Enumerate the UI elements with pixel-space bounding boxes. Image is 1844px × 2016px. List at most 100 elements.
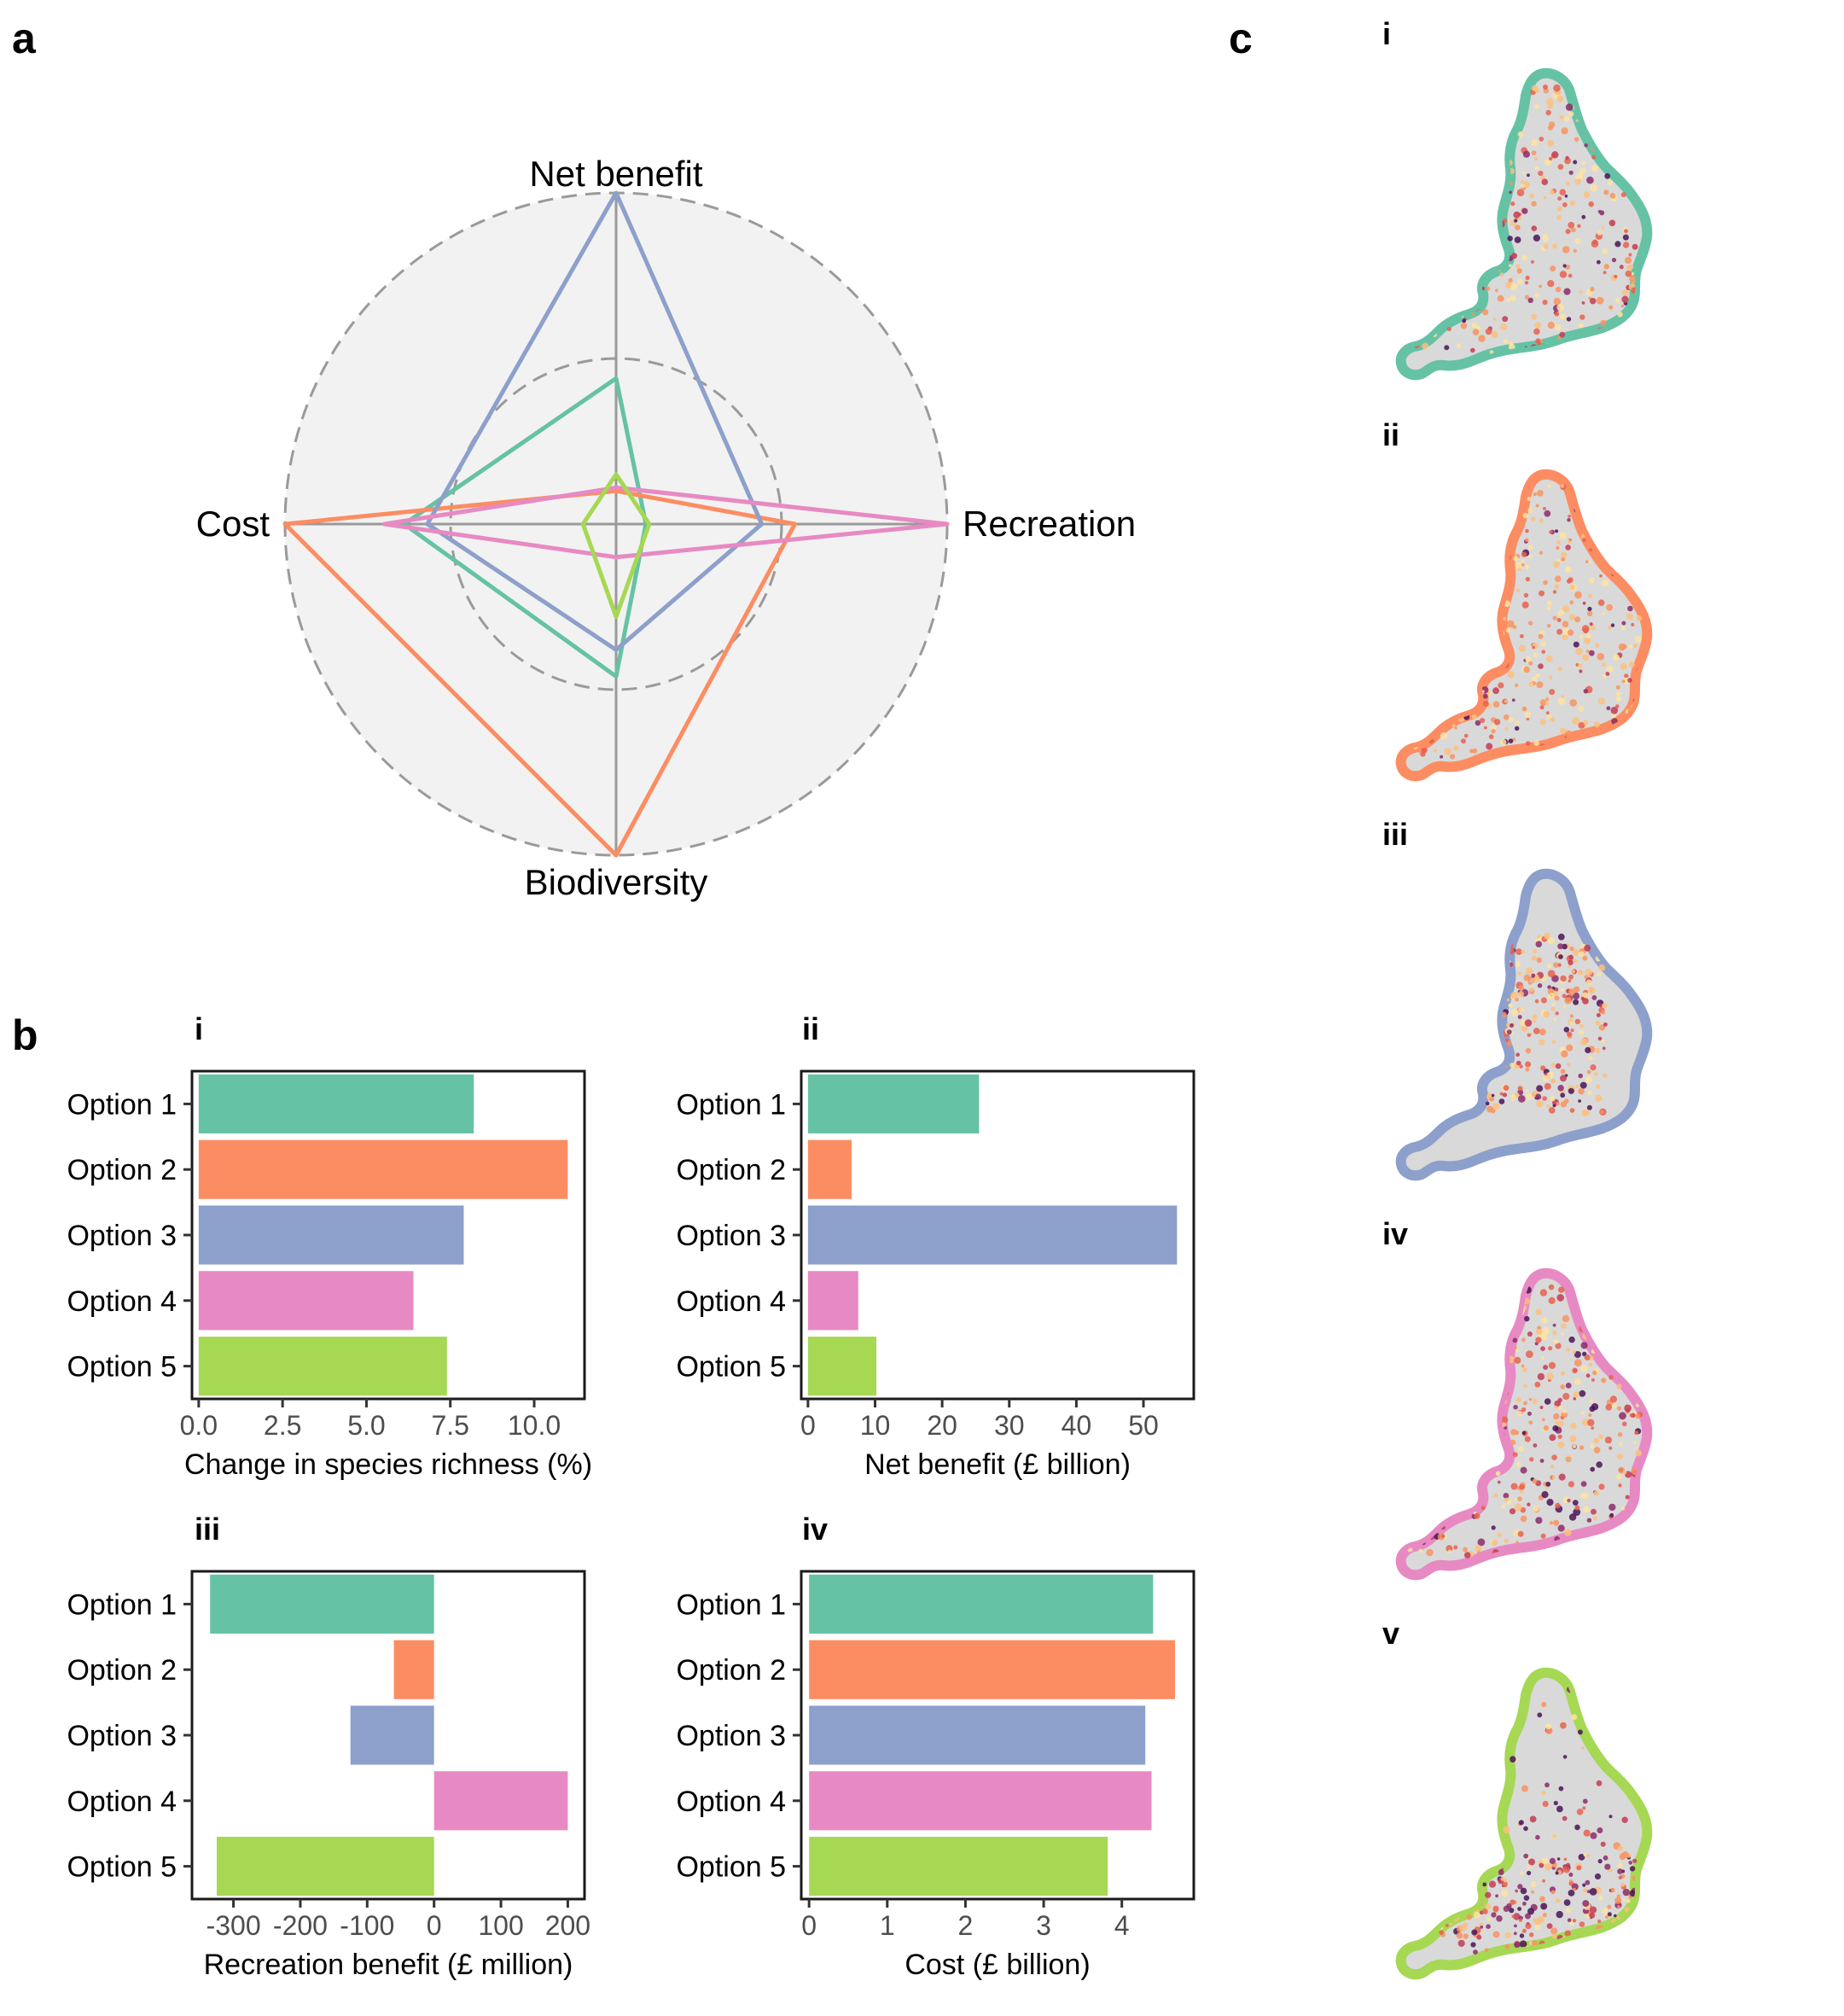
hotspot-point [1515, 1889, 1519, 1893]
hotspot-point [1409, 682, 1415, 688]
hotspot-point [1507, 236, 1513, 242]
hotspot-point [1449, 1401, 1457, 1409]
hotspot-point [1495, 1046, 1501, 1052]
hotspot-point [1458, 585, 1463, 589]
hotspot-point [1549, 189, 1555, 195]
hotspot-point [1469, 150, 1476, 158]
hotspot-point [1492, 986, 1499, 993]
hotspot-point [1521, 254, 1527, 261]
hotspot-point [1491, 729, 1496, 734]
hotspot-point [1427, 595, 1434, 602]
hotspot-point [1600, 1841, 1606, 1847]
hotspot-point [1453, 1545, 1458, 1550]
hotspot-point [1429, 548, 1437, 555]
hotspot-point [1529, 1457, 1534, 1462]
hotspot-point [1465, 277, 1473, 283]
hotspot-point [1614, 1897, 1622, 1904]
hotspot-point [1457, 1402, 1463, 1408]
hotspot-point [1469, 110, 1477, 118]
hotspot-point [1463, 1854, 1469, 1860]
hotspot-point [1605, 1342, 1609, 1346]
hotspot-point [1422, 680, 1427, 685]
hotspot-point [1568, 964, 1572, 969]
hotspot-point [1444, 207, 1450, 212]
hotspot-point [1515, 1349, 1520, 1353]
hotspot-point [1521, 559, 1525, 563]
hotspot-point [1607, 132, 1614, 138]
hotspot-point [1453, 188, 1461, 195]
hotspot-point [1590, 1832, 1597, 1839]
hotspot-point [1563, 1529, 1572, 1536]
hotspot-point [1480, 254, 1485, 258]
hotspot-point [1495, 1331, 1499, 1336]
hotspot-point [1511, 551, 1515, 555]
hotspot-point [1422, 342, 1429, 350]
hotspot-point [1587, 1419, 1595, 1426]
hotspot-point [1492, 966, 1500, 974]
hotspot-point [1562, 1314, 1570, 1323]
hotspot-point [1560, 1092, 1566, 1098]
hotspot-point [1463, 1434, 1471, 1442]
hotspot-point [1560, 1075, 1567, 1082]
hotspot-point [1515, 1700, 1520, 1704]
hotspot-point [1624, 229, 1628, 234]
hotspot-point [1597, 230, 1603, 236]
hotspot-point [1417, 515, 1423, 521]
hotspot-point [1446, 1372, 1451, 1378]
hotspot-point [1541, 1491, 1549, 1499]
hotspot-point [1416, 644, 1420, 650]
hotspot-point [1411, 1447, 1420, 1454]
hotspot-point [1486, 286, 1491, 291]
hotspot-point [1422, 1511, 1428, 1517]
hotspot-point [1560, 1384, 1566, 1390]
hotspot-point [1480, 525, 1485, 530]
hotspot-point [1498, 1740, 1502, 1745]
hotspot-point [1434, 516, 1441, 522]
hotspot-point [1620, 494, 1624, 498]
hotspot-point [1501, 1504, 1506, 1509]
radar-series-option-2 [282, 488, 797, 858]
hotspot-point [1541, 1418, 1545, 1422]
hotspot-point [1445, 1901, 1451, 1906]
hotspot-point [1582, 654, 1590, 661]
hotspot-point [1514, 1092, 1520, 1098]
hotspot-point [1574, 1018, 1581, 1025]
hotspot-point [1550, 1927, 1558, 1935]
hotspot-point [1588, 1413, 1592, 1417]
hotspot-point [1478, 335, 1486, 342]
hotspot-point [1585, 979, 1592, 986]
hotspot-point [1595, 643, 1600, 648]
hotspot-point [1600, 1547, 1606, 1553]
hotspot-point [1433, 664, 1440, 673]
hotspot-point [1521, 1024, 1528, 1032]
hotspot-point [1517, 1884, 1523, 1890]
hotspot-point [1557, 609, 1565, 617]
hotspot-point [1548, 1284, 1555, 1291]
x-tick-label-5: 100 [478, 1910, 523, 1941]
radar-series-option-4 [381, 485, 950, 560]
hotspot-point [1591, 165, 1599, 172]
hotspot-point [1590, 298, 1597, 305]
hotspot-point [1528, 1858, 1535, 1866]
hotspot-point [1411, 639, 1415, 644]
hotspot-point [1558, 1286, 1565, 1293]
hotspot-point [1508, 717, 1514, 723]
hotspot-point [1421, 82, 1426, 87]
hotspot-point [1622, 1931, 1629, 1937]
hotspot-point [1597, 653, 1605, 661]
hotspot-point [1487, 661, 1495, 668]
hotspot-point [1548, 1361, 1556, 1369]
hotspot-point [1549, 1521, 1553, 1525]
hotspot-point [1534, 293, 1539, 299]
hotspot-point [1618, 1716, 1624, 1723]
hotspot-point [1433, 697, 1437, 702]
hotspot-point [1577, 1729, 1583, 1735]
hotspot-point [1486, 181, 1490, 185]
hotspot-point [1494, 1361, 1500, 1366]
hotspot-point [1545, 1482, 1551, 1487]
hotspot-point [1410, 255, 1416, 262]
hotspot-point [1464, 603, 1471, 609]
hotspot-point [1559, 532, 1567, 539]
hotspot-point [1412, 264, 1419, 271]
